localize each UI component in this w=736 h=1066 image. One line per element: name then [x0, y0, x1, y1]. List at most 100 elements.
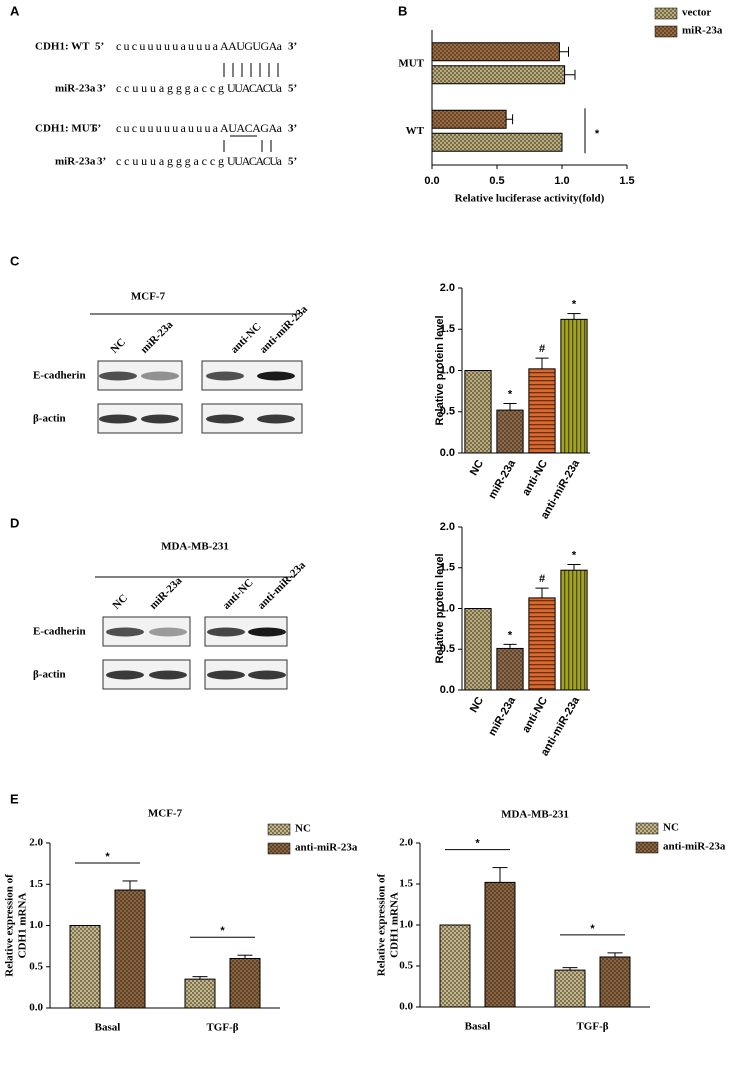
- error-bar: [492, 867, 508, 883]
- y-tick-label: 0.0: [399, 1001, 413, 1013]
- blot-band: [99, 371, 137, 381]
- seed-sequence: AUACAGAa: [220, 121, 283, 135]
- y-tick-label: 1.0: [440, 364, 455, 376]
- significance-mark: *: [105, 851, 110, 863]
- panel-label: A: [10, 3, 20, 18]
- sequence: cucuuuuuauuua: [116, 121, 219, 135]
- legend-swatch: [635, 841, 659, 854]
- blot-band: [141, 371, 179, 381]
- y-axis-label: CDH1 mRNA: [17, 893, 29, 959]
- y-tick-label: MUT: [398, 57, 424, 69]
- y-tick-label: 0.0: [440, 447, 455, 459]
- significance-mark: *: [475, 838, 480, 850]
- prime-end: 3’: [288, 41, 297, 53]
- x-axis-label: Relative luciferase activity(fold): [455, 193, 605, 205]
- sequence: cucuuuuuauuua: [116, 39, 219, 53]
- y-tick-label: 1.5: [440, 562, 455, 574]
- blot-band: [149, 627, 187, 637]
- y-tick-label: WT: [406, 125, 425, 137]
- legend-label: anti-miR-23a: [663, 841, 726, 853]
- x-tick-label: NC: [468, 695, 486, 715]
- error-bar: [535, 357, 549, 369]
- x-tick-label: Basal: [465, 1021, 491, 1033]
- error-bar: [564, 69, 576, 80]
- chart-title: MDA-MB-231: [501, 809, 569, 821]
- blot-band: [248, 627, 286, 637]
- sequence: ccuuuagggaccg: [116, 81, 224, 95]
- x-tick-label: 1.5: [619, 175, 634, 187]
- x-tick-label: anti-NC: [520, 458, 550, 498]
- y-tick-label: 1.5: [29, 878, 43, 890]
- seed-sequence: UUACACUa: [227, 81, 283, 95]
- lane-label: anti-miR-23a: [257, 303, 310, 356]
- bar: [496, 409, 524, 454]
- blot-band: [206, 414, 244, 424]
- significance-mark: #: [539, 343, 545, 355]
- blot-band: [206, 371, 244, 381]
- y-tick-label: 2.0: [399, 837, 413, 849]
- error-bar: [535, 587, 549, 598]
- y-tick-label: 0.0: [29, 1002, 43, 1014]
- legend-label: NC: [663, 822, 679, 834]
- bar: [431, 109, 507, 129]
- legend-label: miR-23a: [682, 25, 723, 37]
- y-axis-label: Relative expression of: [376, 873, 388, 976]
- significance-mark: *: [572, 298, 577, 310]
- legend-label: vector: [682, 7, 711, 19]
- significance-mark: #: [539, 573, 545, 585]
- bar: [554, 969, 586, 1008]
- x-tick-label: 0.5: [489, 175, 504, 187]
- protein-label: β-actin: [33, 669, 66, 681]
- prime-end: 5’: [288, 83, 297, 95]
- error-bar: [506, 114, 514, 125]
- y-axis-label: CDH1 mRNA: [389, 892, 401, 958]
- lane-label: anti-miR-23a: [255, 559, 308, 612]
- error-bar: [122, 880, 138, 891]
- prime-end: 3’: [97, 83, 106, 95]
- x-tick-label: miR-23a: [486, 694, 518, 738]
- y-tick-label: 0.5: [29, 960, 43, 972]
- panel-label: C: [10, 253, 20, 268]
- blot-band: [248, 670, 286, 680]
- bar: [439, 924, 471, 1008]
- sequence: ccuuuagggaccg: [116, 154, 224, 168]
- error-bar: [562, 967, 578, 971]
- y-tick-label: 0.5: [399, 960, 413, 972]
- legend-swatch: [267, 842, 291, 855]
- blot-band: [106, 670, 144, 680]
- error-bar: [503, 403, 517, 411]
- blot-band: [207, 670, 245, 680]
- bar: [484, 881, 516, 1008]
- x-tick-label: TGF-β: [206, 1022, 238, 1034]
- bar: [431, 132, 563, 152]
- y-tick-label: 0.0: [440, 684, 455, 696]
- blot-band: [207, 627, 245, 637]
- lane-label: anti-NC: [228, 321, 263, 356]
- lane-label: anti-NC: [220, 577, 255, 612]
- x-tick-label: TGF-β: [576, 1021, 608, 1033]
- error-bar: [567, 563, 581, 571]
- error-bar: [237, 954, 253, 959]
- significance-mark: *: [220, 925, 225, 937]
- lane-label: NC: [108, 336, 128, 356]
- y-axis-label: Relative protein level: [434, 553, 446, 663]
- bar: [431, 42, 560, 62]
- lane-label: miR-23a: [138, 319, 175, 356]
- y-axis-label: Relative protein level: [434, 315, 446, 425]
- significance-mark: *: [508, 388, 513, 400]
- significance-mark: *: [595, 128, 600, 140]
- legend-swatch: [654, 7, 678, 20]
- error-bar: [607, 952, 623, 957]
- bar: [560, 569, 588, 691]
- bar: [528, 368, 556, 454]
- y-axis-label: Relative expression of: [4, 874, 16, 977]
- panel-label: B: [398, 3, 407, 18]
- y-tick-label: 1.0: [440, 602, 455, 614]
- y-tick-label: 1.5: [399, 878, 413, 890]
- prime-end: 3’: [288, 123, 297, 135]
- prime-end: 5’: [95, 41, 104, 53]
- y-tick-label: 2.0: [29, 837, 43, 849]
- lane-label: miR-23a: [147, 575, 184, 612]
- bar: [496, 647, 524, 691]
